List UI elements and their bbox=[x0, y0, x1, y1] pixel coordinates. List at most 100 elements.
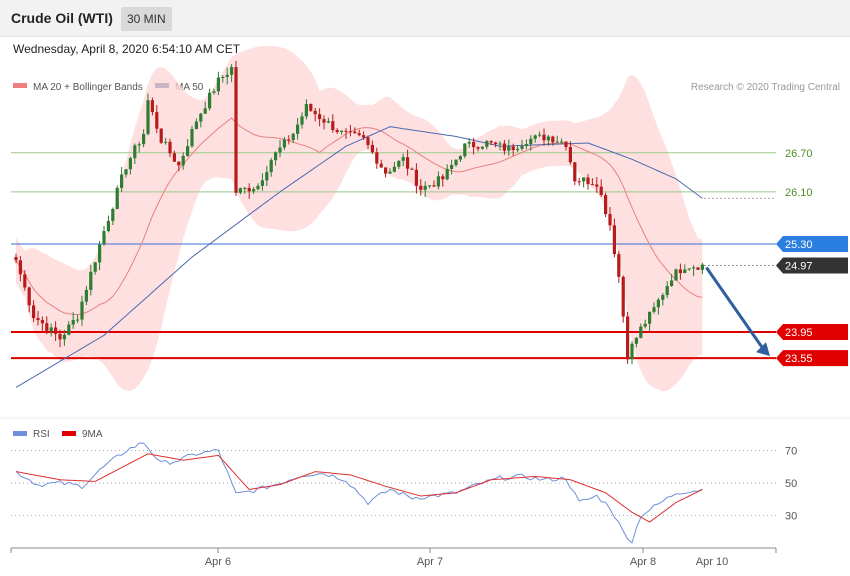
candle-body bbox=[502, 143, 506, 151]
candle-body bbox=[467, 141, 471, 144]
candle-body bbox=[168, 141, 172, 154]
candle-body bbox=[309, 104, 313, 111]
candle-body bbox=[454, 159, 458, 166]
candle-body bbox=[62, 334, 66, 340]
candle-body bbox=[32, 305, 36, 319]
candle-body bbox=[366, 137, 370, 145]
candle-body bbox=[370, 144, 374, 153]
candle-body bbox=[142, 133, 146, 145]
candle-body bbox=[23, 274, 27, 288]
candle-body bbox=[463, 143, 467, 157]
candle-body bbox=[269, 160, 273, 173]
candle-body bbox=[687, 268, 691, 270]
candle-body bbox=[331, 121, 335, 131]
level-label-box bbox=[776, 350, 848, 367]
candle-body bbox=[538, 134, 542, 136]
candle-body bbox=[529, 138, 533, 145]
level-label-box bbox=[776, 257, 848, 274]
candle-body bbox=[115, 187, 119, 210]
candle-body bbox=[150, 100, 154, 113]
candle-body bbox=[494, 142, 498, 145]
candle-body bbox=[630, 343, 634, 360]
candle-body bbox=[414, 169, 418, 186]
candle-body bbox=[318, 114, 322, 120]
candle-body bbox=[194, 121, 198, 130]
candle-body bbox=[278, 147, 282, 153]
candle-body bbox=[102, 231, 106, 245]
candle-body bbox=[291, 133, 295, 141]
candle-body bbox=[357, 133, 361, 136]
candle-body bbox=[524, 144, 528, 146]
candle-body bbox=[582, 177, 586, 182]
candle-body bbox=[225, 74, 229, 77]
candle-body bbox=[612, 225, 616, 255]
x-tick-label: Apr 6 bbox=[205, 556, 231, 568]
timestamp: Wednesday, April 8, 2020 6:54:10 AM CET bbox=[13, 42, 241, 56]
candle-body bbox=[520, 145, 524, 149]
candle-body bbox=[124, 169, 128, 175]
candle-body bbox=[577, 181, 581, 183]
candle-body bbox=[348, 131, 352, 133]
candle-body bbox=[120, 174, 124, 188]
candle-body bbox=[54, 327, 58, 334]
candle-body bbox=[216, 77, 220, 92]
candle-body bbox=[656, 299, 660, 308]
candle-body bbox=[190, 129, 194, 147]
candle-body bbox=[93, 262, 97, 272]
candle-body bbox=[282, 139, 286, 148]
candle-body bbox=[498, 143, 502, 145]
candle-body bbox=[84, 289, 88, 302]
candle-body bbox=[410, 168, 414, 170]
candle-body bbox=[516, 148, 520, 151]
candle-body bbox=[441, 176, 445, 180]
candle-body bbox=[661, 295, 665, 300]
candle-body bbox=[542, 134, 546, 141]
candle-body bbox=[274, 152, 278, 161]
candle-body bbox=[445, 168, 449, 180]
candle-body bbox=[208, 92, 212, 109]
candle-body bbox=[243, 187, 247, 189]
ma50-line bbox=[15, 126, 703, 388]
price-levels bbox=[11, 152, 776, 360]
candle-body bbox=[76, 319, 80, 321]
candle-body bbox=[384, 167, 388, 174]
candle-body bbox=[128, 158, 132, 170]
rsi-legend-label: RSI bbox=[33, 429, 50, 440]
rsi-panel: 70 50 30 bbox=[11, 442, 797, 544]
candle-body bbox=[564, 141, 568, 147]
ma20-line bbox=[15, 117, 703, 316]
level-label: 26.70 bbox=[785, 148, 813, 160]
level-label-box bbox=[776, 324, 848, 341]
candle-body bbox=[296, 124, 300, 134]
candle-body bbox=[18, 260, 22, 275]
candle-body bbox=[692, 267, 696, 269]
bollinger-band-area bbox=[16, 46, 703, 392]
x-tick-label: Apr 7 bbox=[417, 556, 443, 568]
candle-body bbox=[98, 244, 102, 263]
candle-body bbox=[428, 185, 432, 187]
candle-body bbox=[199, 113, 203, 122]
candle-body bbox=[432, 185, 436, 187]
candle-body bbox=[172, 153, 176, 162]
candle-body bbox=[238, 188, 242, 193]
candle-body bbox=[89, 271, 93, 290]
candle-body bbox=[678, 269, 682, 274]
candle-body bbox=[133, 145, 137, 159]
candle-body bbox=[634, 337, 638, 344]
candle-body bbox=[388, 171, 392, 174]
candle-body bbox=[643, 323, 647, 327]
level-label: 23.55 bbox=[785, 353, 813, 365]
candle-body bbox=[252, 189, 256, 192]
level-label: 25.30 bbox=[785, 239, 813, 251]
timeframe-badge[interactable]: 30 MIN bbox=[121, 7, 172, 31]
candle-body bbox=[590, 184, 594, 186]
candle-body bbox=[49, 327, 53, 331]
candle-body bbox=[555, 141, 559, 143]
level-label: 24.97 bbox=[785, 261, 813, 273]
candle-body bbox=[617, 254, 621, 277]
candle-body bbox=[230, 67, 234, 75]
x-tick-labels: Apr 6 Apr 7 Apr 8 Apr 10 bbox=[10, 548, 777, 568]
research-credit: Research © 2020 Trading Central bbox=[691, 82, 840, 93]
candle-body bbox=[313, 110, 317, 115]
